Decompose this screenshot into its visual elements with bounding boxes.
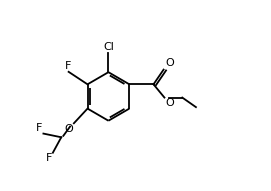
Text: F: F bbox=[46, 153, 52, 163]
Text: F: F bbox=[36, 123, 42, 133]
Text: F: F bbox=[64, 61, 71, 71]
Text: Cl: Cl bbox=[103, 42, 114, 52]
Text: O: O bbox=[64, 124, 73, 134]
Text: O: O bbox=[166, 58, 175, 68]
Text: O: O bbox=[166, 98, 174, 108]
